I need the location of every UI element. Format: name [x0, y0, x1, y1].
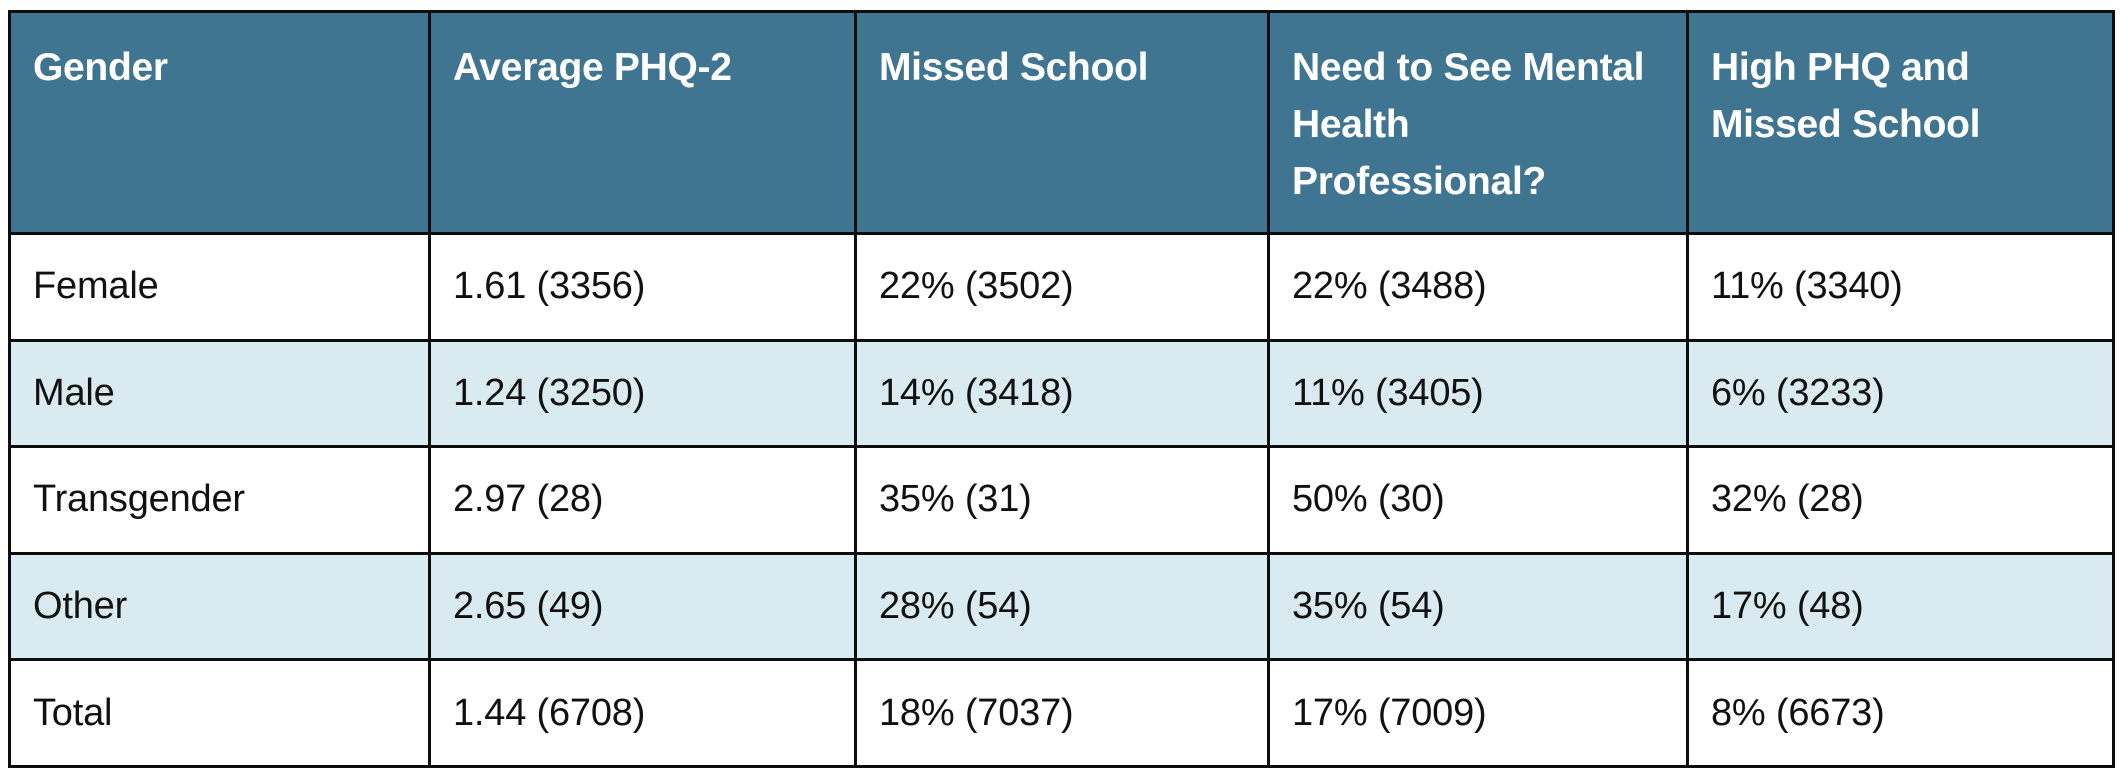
cell-need-mental-health: 50% (30) [1267, 445, 1689, 555]
cell-missed-school: 28% (54) [854, 551, 1270, 662]
table-header: Gender Average PHQ-2 Missed School Need … [8, 10, 2115, 235]
cell-missed-school: 22% (3502) [854, 232, 1270, 342]
cell-gender: Female [8, 232, 431, 342]
cell-need-mental-health: 22% (3488) [1267, 232, 1689, 342]
cell-average-phq2: 1.44 (6708) [428, 658, 857, 768]
cell-average-phq2: 1.61 (3356) [428, 232, 857, 342]
cell-need-mental-health: 11% (3405) [1267, 338, 1689, 449]
cell-high-phq-missed-school: 32% (28) [1686, 445, 2115, 555]
table-body: Female 1.61 (3356) 22% (3502) 22% (3488)… [8, 232, 2115, 768]
column-header-need-mental-health: Need to See Mental Health Professional? [1267, 10, 1689, 235]
cell-average-phq2: 2.97 (28) [428, 445, 857, 555]
column-header-high-phq-missed-school: High PHQ and Missed School [1686, 10, 2115, 235]
table-row-female: Female 1.61 (3356) 22% (3502) 22% (3488)… [8, 232, 2115, 342]
cell-high-phq-missed-school: 11% (3340) [1686, 232, 2115, 342]
column-header-average-phq2: Average PHQ-2 [428, 10, 857, 235]
cell-missed-school: 35% (31) [854, 445, 1270, 555]
table-row-transgender: Transgender 2.97 (28) 35% (31) 50% (30) … [8, 445, 2115, 555]
cell-missed-school: 18% (7037) [854, 658, 1270, 768]
cell-average-phq2: 1.24 (3250) [428, 338, 857, 449]
cell-gender: Male [8, 338, 431, 449]
column-header-gender: Gender [8, 10, 431, 235]
cell-gender: Total [8, 658, 431, 768]
cell-average-phq2: 2.65 (49) [428, 551, 857, 662]
cell-need-mental-health: 17% (7009) [1267, 658, 1689, 768]
cell-gender: Other [8, 551, 431, 662]
header-row: Gender Average PHQ-2 Missed School Need … [8, 10, 2115, 235]
column-header-missed-school: Missed School [854, 10, 1270, 235]
cell-missed-school: 14% (3418) [854, 338, 1270, 449]
table-row-male: Male 1.24 (3250) 14% (3418) 11% (3405) 6… [8, 338, 2115, 449]
cell-high-phq-missed-school: 8% (6673) [1686, 658, 2115, 768]
cell-gender: Transgender [8, 445, 431, 555]
table-row-other: Other 2.65 (49) 28% (54) 35% (54) 17% (4… [8, 551, 2115, 662]
table-row-total: Total 1.44 (6708) 18% (7037) 17% (7009) … [8, 658, 2115, 768]
cell-need-mental-health: 35% (54) [1267, 551, 1689, 662]
data-table-container: Gender Average PHQ-2 Missed School Need … [8, 10, 2115, 768]
cell-high-phq-missed-school: 6% (3233) [1686, 338, 2115, 449]
cell-high-phq-missed-school: 17% (48) [1686, 551, 2115, 662]
gender-phq-table: Gender Average PHQ-2 Missed School Need … [8, 10, 2115, 768]
